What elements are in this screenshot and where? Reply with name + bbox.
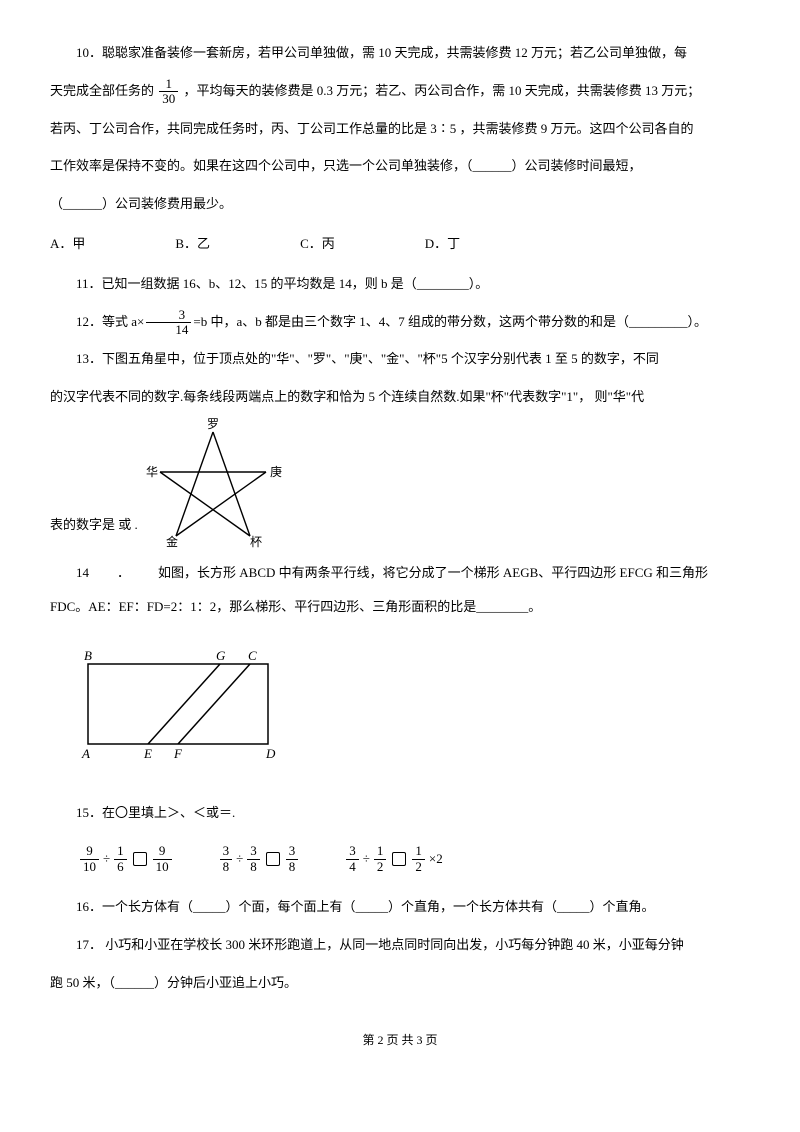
- q10-line1: 10．聪聪家准备装修一套新房，若甲公司单独做，需 10 天完成，共需装修费 12…: [50, 36, 750, 70]
- q10-l2a: 天完成全部任务的: [50, 83, 154, 98]
- q12-b: =b 中，a、b 都是由三个数字 1、4、7 组成的带分数，这两个带分数的和是（…: [193, 314, 707, 329]
- q14-num: 14: [50, 556, 89, 590]
- q10-line3: 若丙、丁公司合作，共同完成任务时，丙、丁公司工作总量的比是 3∶5 ，共需装修费…: [50, 112, 750, 146]
- page-footer: 第 2 页 共 3 页: [50, 1025, 750, 1056]
- q14-line1: 14 ． 如图，长方形 ABCD 中有两条平行线，将它分成了一个梯形 AEGB、…: [50, 556, 750, 590]
- q10-options: A．甲 B．乙 C．丙 D．丁: [50, 227, 750, 261]
- star-right: 庚: [270, 464, 282, 479]
- q14-dot: ．: [89, 556, 158, 590]
- q15-eqs: 910 ÷ 16 910 38 ÷ 38 38 34 ÷ 12 12 ×2: [78, 842, 750, 876]
- frac-num: 3: [247, 844, 260, 859]
- frac-num: 3: [286, 844, 299, 859]
- q11: 11．已知一组数据 16、b、12、15 的平均数是 14，则 b 是（____…: [50, 267, 750, 301]
- q15-e1: 910 ÷ 16 910: [78, 842, 174, 876]
- star-br: 杯: [250, 535, 262, 548]
- frac-den: 2: [374, 860, 387, 874]
- frac-den: 30: [159, 92, 178, 106]
- lbl-D: D: [265, 746, 276, 761]
- q10-line5: （______）公司装修费用最少。: [50, 187, 750, 221]
- q10-optC: C．丙: [300, 227, 335, 261]
- lbl-G: G: [216, 648, 226, 663]
- q15-e2: 38 ÷ 38 38: [218, 842, 301, 876]
- q10-l3a: 若丙、丁公司合作，共同完成任务时，丙、丁公司工作总量的比是: [50, 121, 427, 136]
- lbl-A: A: [81, 746, 90, 761]
- op: ×2: [429, 842, 443, 876]
- lbl-C: C: [248, 648, 257, 663]
- frac-num: 9: [153, 844, 172, 859]
- q10-optA: A．甲: [50, 227, 85, 261]
- q15-text: 15．在〇里填上＞、＜或＝.: [50, 796, 750, 830]
- q16: 16．一个长方体有（_____）个面，每个面上有（_____）个直角，一个长方体…: [50, 890, 750, 924]
- q13-line3-row: 表的数字是 或 . 罗 华 庚 金 杯: [50, 418, 750, 548]
- frac-num: 9: [80, 844, 99, 859]
- frac-den: 10: [80, 860, 99, 874]
- star-left: 华: [146, 465, 158, 479]
- frac-num: 3: [146, 308, 191, 323]
- q10-l2b: ，平均每天的装修费是 0.3 万元；若乙、丙公司合作，需 10 天完成，共需装修…: [184, 83, 701, 98]
- q10-line4: 工作效率是保持不变的。如果在这四个公司中，只选一个公司单独装修，（______）…: [50, 149, 750, 183]
- compare-circle: [133, 852, 147, 866]
- op: ÷: [236, 842, 243, 876]
- q17-line1: 17． 小巧和小亚在学校长 300 米环形跑道上，从同一地点同时同向出发，小巧每…: [50, 928, 750, 962]
- q10-optB: B．乙: [175, 227, 210, 261]
- frac-den: 2: [412, 860, 425, 874]
- q10-ratio: 3∶5: [430, 121, 456, 136]
- frac-den: 8: [286, 860, 299, 874]
- star-top: 罗: [207, 418, 219, 431]
- compare-circle: [266, 852, 280, 866]
- q12-a: 12．等式 a×: [76, 314, 144, 329]
- lbl-F: F: [173, 746, 183, 761]
- q10-l3b: ，共需装修费 9 万元。这四个公司各自的: [460, 121, 694, 136]
- frac-den: 8: [247, 860, 260, 874]
- frac-den: 4: [346, 860, 359, 874]
- q13-line2: 的汉字代表不同的数字.每条线段两端点上的数字和恰为 5 个连续自然数.如果"杯"…: [50, 380, 750, 414]
- q14-text: 如图，长方形 ABCD 中有两条平行线，将它分成了一个梯形 AEGB、平行四边形…: [158, 556, 750, 590]
- q12: 12．等式 a× 3 14 =b 中，a、b 都是由三个数字 1、4、7 组成的…: [50, 305, 750, 339]
- frac-num: 3: [220, 844, 233, 859]
- compare-circle: [392, 852, 406, 866]
- q12-frac: 3 14: [146, 308, 191, 338]
- frac-den: 6: [114, 860, 127, 874]
- q13-line1: 13．下图五角星中，位于顶点处的"华"、"罗"、"庚"、"金"、"杯"5 个汉字…: [50, 342, 750, 376]
- q13-line3: 表的数字是 或 .: [50, 508, 138, 548]
- q10-line2: 天完成全部任务的 1 30 ，平均每天的装修费是 0.3 万元；若乙、丙公司合作…: [50, 74, 750, 108]
- q10-frac1: 1 30: [159, 77, 178, 107]
- frac-num: 3: [346, 844, 359, 859]
- q15-e3: 34 ÷ 12 12 ×2: [344, 842, 442, 876]
- star-bl: 金: [166, 534, 178, 548]
- frac-den: 14: [146, 323, 191, 337]
- frac-den: 8: [220, 860, 233, 874]
- frac-num: 1: [159, 77, 178, 92]
- frac-num: 1: [374, 844, 387, 859]
- star-figure: 罗 华 庚 金 杯: [138, 418, 288, 548]
- rect-figure: B G C A E F D: [70, 646, 290, 766]
- lbl-B: B: [84, 648, 92, 663]
- op: ÷: [363, 842, 370, 876]
- q17-line2: 跑 50 米，（______）分钟后小亚追上小巧。: [50, 966, 750, 1000]
- q14-line2: FDC。AE：EF：FD=2：1：2，那么梯形、平行四边形、三角形面积的比是__…: [50, 590, 750, 624]
- frac-num: 1: [114, 844, 127, 859]
- frac-num: 1: [412, 844, 425, 859]
- lbl-E: E: [143, 746, 152, 761]
- q10-optD: D．丁: [425, 227, 460, 261]
- op: ÷: [103, 842, 110, 876]
- frac-den: 10: [153, 860, 172, 874]
